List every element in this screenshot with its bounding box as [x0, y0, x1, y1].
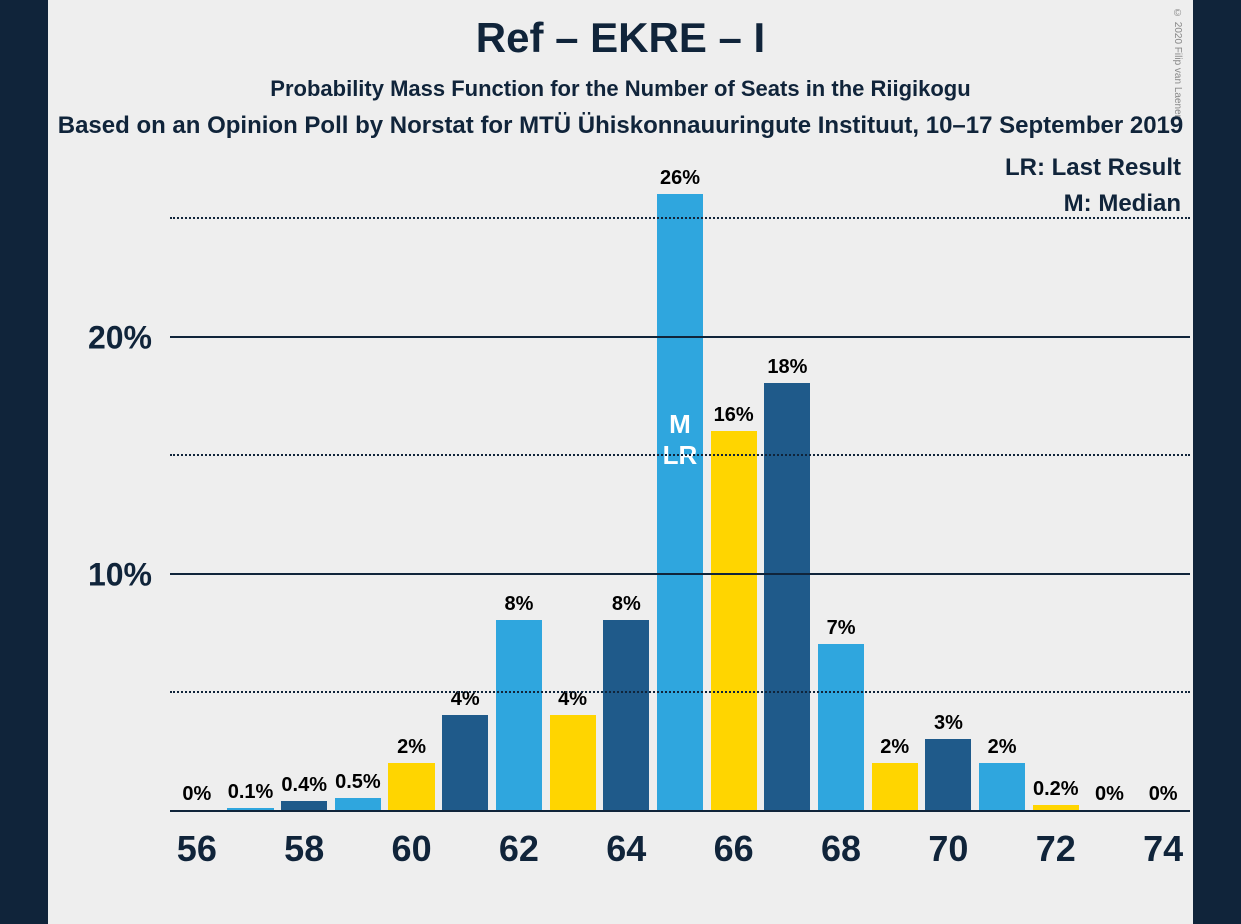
bar-value-label: 3%	[934, 712, 963, 735]
bar-value-label: 2%	[880, 736, 909, 759]
bar: 18%	[764, 383, 810, 810]
bar: 2%	[388, 763, 434, 810]
bar: 16%	[711, 431, 757, 810]
bar: 2%	[979, 763, 1025, 810]
bar: 4%	[442, 715, 488, 810]
chart-subtitle: Probability Mass Function for the Number…	[0, 76, 1241, 102]
bar-value-label: 7%	[827, 617, 856, 640]
bar-value-label: 0.4%	[281, 774, 327, 797]
x-axis-line	[170, 810, 1190, 812]
x-axis-ticks: 56 58 60 62 64 66 68 70 72 74	[170, 828, 1190, 878]
bar-value-label: 18%	[767, 356, 807, 379]
bar: 0.5%	[335, 798, 381, 810]
bar-value-label: 8%	[612, 593, 641, 616]
y-tick-label: 20%	[88, 319, 152, 356]
bar-value-label: 8%	[504, 593, 533, 616]
bar: 8%	[603, 620, 649, 810]
gridline-major: 10%	[170, 573, 1190, 575]
x-tick-label: 56	[177, 828, 217, 870]
bar-value-label: 0.5%	[335, 771, 381, 794]
x-tick-label: 58	[284, 828, 324, 870]
x-tick-label: 72	[1036, 828, 1076, 870]
x-tick-label: 70	[928, 828, 968, 870]
bar-value-label: 0%	[1095, 783, 1124, 806]
gridline-minor	[170, 217, 1190, 219]
bar-value-label: 0.1%	[228, 781, 274, 804]
bar-value-label: 26%	[660, 167, 700, 190]
x-tick-label: 62	[499, 828, 539, 870]
bar-value-label: 0%	[182, 783, 211, 806]
chart-title: Ref – EKRE – I	[0, 14, 1241, 62]
bar: 0.4%	[281, 801, 327, 810]
bar: 7%	[818, 644, 864, 810]
x-tick-label: 64	[606, 828, 646, 870]
gridline-minor	[170, 454, 1190, 456]
x-tick-label: 74	[1143, 828, 1183, 870]
bar: 8%	[496, 620, 542, 810]
x-tick-label: 60	[392, 828, 432, 870]
chart-bars-container: 0%0.1%0.4%0.5%2%4%8%4%8%26%MLR16%18%7%2%…	[170, 170, 1190, 810]
bar: 26%MLR	[657, 194, 703, 810]
bar-value-label: 2%	[988, 736, 1017, 759]
bar-value-label: 2%	[397, 736, 426, 759]
bar-value-label: 0%	[1149, 783, 1178, 806]
bar: 4%	[550, 715, 596, 810]
bar: 2%	[872, 763, 918, 810]
bar-value-label: 0.2%	[1033, 778, 1079, 801]
chart-plot-area: 0%0.1%0.4%0.5%2%4%8%4%8%26%MLR16%18%7%2%…	[170, 170, 1190, 810]
x-tick-label: 66	[714, 828, 754, 870]
y-tick-label: 10%	[88, 556, 152, 593]
gridline-minor	[170, 691, 1190, 693]
x-tick-label: 68	[821, 828, 861, 870]
bar: 3%	[925, 739, 971, 810]
chart-caption: Based on an Opinion Poll by Norstat for …	[0, 112, 1241, 140]
bar-marker-label: MLR	[663, 409, 698, 471]
bar-value-label: 16%	[714, 404, 754, 427]
gridline-major: 20%	[170, 336, 1190, 338]
